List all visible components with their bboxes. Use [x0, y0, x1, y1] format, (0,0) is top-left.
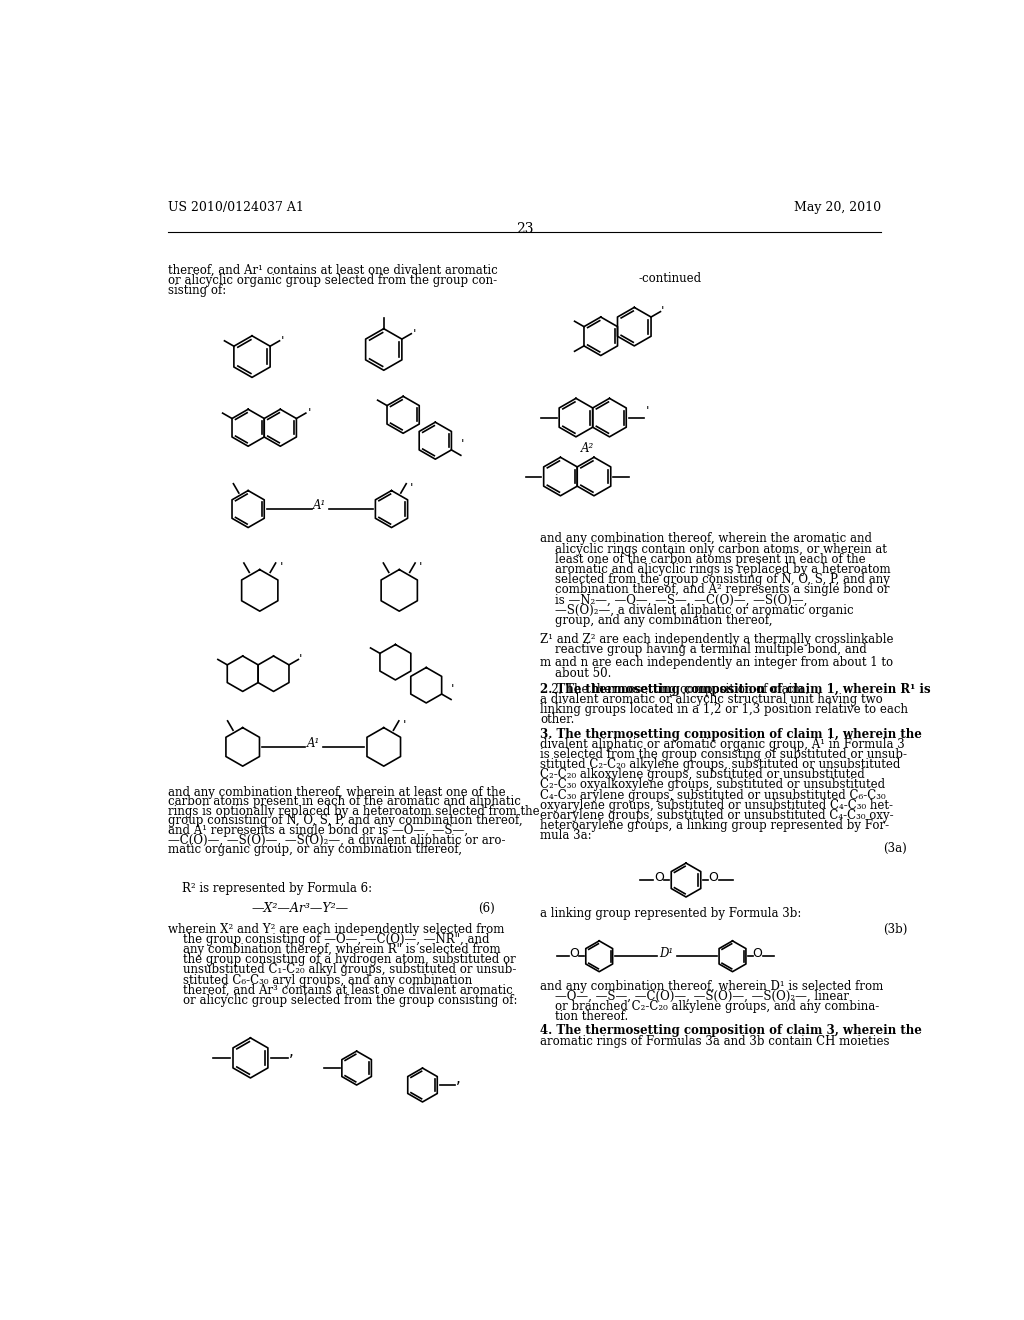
Text: sisting of:: sisting of: [168, 284, 226, 297]
Text: R² is represented by Formula 6:: R² is represented by Formula 6: [182, 882, 373, 895]
Text: ': ' [298, 653, 302, 667]
Text: combination thereof, and A² represents a single bond or: combination thereof, and A² represents a… [541, 583, 890, 597]
Text: alicyclic rings contain only carbon atoms, or wherein at: alicyclic rings contain only carbon atom… [541, 543, 887, 556]
Text: and any combination thereof, wherein the aromatic and: and any combination thereof, wherein the… [541, 532, 872, 545]
Text: O: O [709, 871, 718, 884]
Text: ': ' [307, 407, 310, 420]
Text: oxyarylene groups, substituted or unsubstituted C₄-C₃₀ het-: oxyarylene groups, substituted or unsubs… [541, 799, 893, 812]
Text: thereof, and Ar³ contains at least one divalent aromatic: thereof, and Ar³ contains at least one d… [168, 983, 513, 997]
Text: A²: A² [581, 442, 594, 454]
Text: ': ' [402, 718, 407, 731]
Text: ': ' [419, 561, 423, 574]
Text: ': ' [461, 438, 464, 451]
Text: group consisting of N, O, S, P, and any combination thereof,: group consisting of N, O, S, P, and any … [168, 814, 523, 828]
Text: the group consisting of a hydrogen atom, substituted or: the group consisting of a hydrogen atom,… [168, 953, 516, 966]
Text: (6): (6) [478, 903, 495, 915]
Text: the group consisting of —O—, —C(O)—, —NR", and: the group consisting of —O—, —C(O)—, —NR… [168, 933, 489, 946]
Text: O: O [569, 948, 580, 961]
Text: divalent aliphatic or aromatic organic group, A¹ in Formula 3: divalent aliphatic or aromatic organic g… [541, 738, 905, 751]
Text: 2. The thermosetting composition of claim: 2. The thermosetting composition of clai… [541, 682, 808, 696]
Text: Z¹ and Z² are each independently a thermally crosslinkable: Z¹ and Z² are each independently a therm… [541, 634, 894, 645]
Text: A¹: A¹ [313, 499, 327, 512]
Text: ': ' [410, 482, 414, 495]
Text: reactive group having a terminal multiple bond, and: reactive group having a terminal multipl… [541, 643, 867, 656]
Text: wherein X² and Y² are each independently selected from: wherein X² and Y² are each independently… [168, 923, 505, 936]
Text: linking groups located in a 1,2 or 1,3 position relative to each: linking groups located in a 1,2 or 1,3 p… [541, 704, 908, 717]
Text: stituted C₆-C₃₀ aryl groups, and any combination: stituted C₆-C₃₀ aryl groups, and any com… [168, 974, 472, 986]
Text: (3a): (3a) [884, 842, 907, 855]
Text: and A¹ represents a single bond or is —O—, —S—,: and A¹ represents a single bond or is —O… [168, 824, 468, 837]
Text: a linking group represented by Formula 3b:: a linking group represented by Formula 3… [541, 907, 802, 920]
Text: unsubstituted C₁-C₂₀ alkyl groups, substituted or unsub-: unsubstituted C₁-C₂₀ alkyl groups, subst… [168, 964, 517, 977]
Text: 4. The thermosetting composition of claim 3, wherein the: 4. The thermosetting composition of clai… [541, 1024, 923, 1038]
Text: D¹: D¹ [658, 946, 673, 960]
Text: least one of the carbon atoms present in each of the: least one of the carbon atoms present in… [541, 553, 866, 566]
Text: or alicyclic group selected from the group consisting of:: or alicyclic group selected from the gro… [168, 994, 518, 1007]
Text: carbon atoms present in each of the aromatic and aliphatic: carbon atoms present in each of the arom… [168, 795, 521, 808]
Text: mula 3a:: mula 3a: [541, 829, 592, 842]
Text: O: O [753, 948, 762, 961]
Text: stituted C₂-C₂₀ alkylene groups, substituted or unsubstituted: stituted C₂-C₂₀ alkylene groups, substit… [541, 758, 901, 771]
Text: (3b): (3b) [884, 923, 908, 936]
Text: ': ' [646, 405, 649, 418]
Text: 3. The thermosetting composition of claim 1, wherein the: 3. The thermosetting composition of clai… [541, 727, 923, 741]
Text: and any combination thereof, wherein D¹ is selected from: and any combination thereof, wherein D¹ … [541, 979, 884, 993]
Text: O: O [654, 871, 664, 884]
Text: A¹: A¹ [306, 738, 319, 750]
Text: ,: , [456, 1071, 461, 1086]
Text: rings is optionally replaced by a heteroatom selected from the: rings is optionally replaced by a hetero… [168, 805, 540, 818]
Text: aromatic and alicyclic rings is replaced by a heteroatom: aromatic and alicyclic rings is replaced… [541, 562, 891, 576]
Text: other.: other. [541, 713, 574, 726]
Text: C₂-C₂₀ alkoxylene groups, substituted or unsubstituted: C₂-C₂₀ alkoxylene groups, substituted or… [541, 768, 865, 781]
Text: heteroarylene groups, a linking group represented by For-: heteroarylene groups, a linking group re… [541, 818, 890, 832]
Text: or alicyclic organic group selected from the group con-: or alicyclic organic group selected from… [168, 275, 498, 288]
Text: any combination thereof, wherein R" is selected from: any combination thereof, wherein R" is s… [168, 942, 501, 956]
Text: C₄-C₃₀ arylene groups, substituted or unsubstituted C₆-C₃₀: C₄-C₃₀ arylene groups, substituted or un… [541, 788, 886, 801]
Text: —S(O)₂—, a divalent aliphatic or aromatic organic: —S(O)₂—, a divalent aliphatic or aromati… [541, 603, 854, 616]
Text: is —N₂—, —O—, —S—, —C(O)—, —S(O)—,: is —N₂—, —O—, —S—, —C(O)—, —S(O)—, [541, 594, 808, 606]
Text: ': ' [281, 335, 285, 347]
Text: about 50.: about 50. [541, 667, 611, 680]
Text: a divalent aromatic or alicyclic structural unit having two: a divalent aromatic or alicyclic structu… [541, 693, 883, 706]
Text: C₂-C₃₀ oxyalkoxylene groups, substituted or unsubstituted: C₂-C₃₀ oxyalkoxylene groups, substituted… [541, 779, 886, 792]
Text: ': ' [451, 682, 455, 696]
Text: ,: , [289, 1044, 293, 1059]
Text: eroarylene groups, substituted or unsubstituted C₄-C₃₀ oxy-: eroarylene groups, substituted or unsubs… [541, 809, 894, 822]
Text: group, and any combination thereof,: group, and any combination thereof, [541, 614, 773, 627]
Text: or branched C₂-C₂₀ alkylene groups, and any combina-: or branched C₂-C₂₀ alkylene groups, and … [541, 1001, 880, 1012]
Text: aromatic rings of Formulas 3a and 3b contain CH moieties: aromatic rings of Formulas 3a and 3b con… [541, 1035, 890, 1048]
Text: —O—, —S—, —C(O)—, —S(O)—, —S(O)₂—, linear: —O—, —S—, —C(O)—, —S(O)—, —S(O)₂—, linea… [541, 990, 849, 1003]
Text: 2. The thermosetting composition of claim 1, wherein R¹ is: 2. The thermosetting composition of clai… [541, 682, 931, 696]
Text: 23: 23 [516, 223, 534, 236]
Text: tion thereof.: tion thereof. [541, 1010, 629, 1023]
Text: ': ' [660, 305, 664, 318]
Text: —X²—Ar³—Y²—: —X²—Ar³—Y²— [252, 903, 349, 915]
Text: and any combination thereof, wherein at least one of the: and any combination thereof, wherein at … [168, 785, 506, 799]
Text: -continued: -continued [639, 272, 702, 285]
Text: matic organic group, or any combination thereof,: matic organic group, or any combination … [168, 843, 462, 857]
Text: —C(O)—, —S(O)—, —S(O)₂—, a divalent aliphatic or aro-: —C(O)—, —S(O)—, —S(O)₂—, a divalent alip… [168, 834, 506, 847]
Text: ': ' [413, 327, 416, 341]
Text: ': ' [280, 561, 283, 574]
Text: m and n are each independently an integer from about 1 to: m and n are each independently an intege… [541, 656, 893, 669]
Text: US 2010/0124037 A1: US 2010/0124037 A1 [168, 201, 304, 214]
Text: selected from the group consisting of N, O, S, P, and any: selected from the group consisting of N,… [541, 573, 890, 586]
Text: May 20, 2010: May 20, 2010 [795, 201, 882, 214]
Text: is selected from the group consisting of substituted or unsub-: is selected from the group consisting of… [541, 748, 907, 760]
Text: thereof, and Ar¹ contains at least one divalent aromatic: thereof, and Ar¹ contains at least one d… [168, 264, 498, 277]
